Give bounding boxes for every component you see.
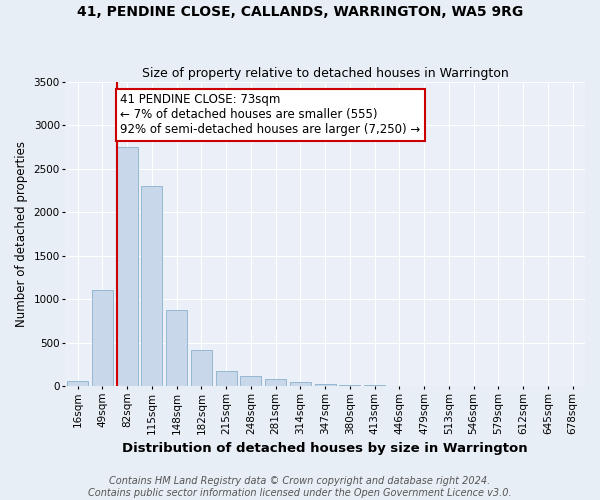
Bar (340, 385, 361, 386)
Bar (67, 381, 88, 386)
Title: Size of property relative to detached houses in Warrington: Size of property relative to detached ho… (142, 66, 509, 80)
Bar (314, 384, 335, 386)
Bar (191, 350, 212, 386)
Bar (290, 382, 311, 386)
Bar (142, 186, 163, 386)
Bar (166, 310, 187, 386)
X-axis label: Distribution of detached houses by size in Warrington: Distribution of detached houses by size … (122, 442, 528, 455)
Bar (92, 290, 113, 386)
Y-axis label: Number of detached properties: Number of detached properties (15, 141, 28, 327)
Text: Contains HM Land Registry data © Crown copyright and database right 2024.
Contai: Contains HM Land Registry data © Crown c… (88, 476, 512, 498)
Bar (215, 371, 237, 386)
Bar (265, 379, 286, 386)
Text: 41 PENDINE CLOSE: 73sqm
← 7% of detached houses are smaller (555)
92% of semi-de: 41 PENDINE CLOSE: 73sqm ← 7% of detached… (121, 94, 421, 136)
Bar (117, 147, 138, 386)
Bar (241, 376, 262, 386)
Text: 41, PENDINE CLOSE, CALLANDS, WARRINGTON, WA5 9RG: 41, PENDINE CLOSE, CALLANDS, WARRINGTON,… (77, 5, 523, 19)
